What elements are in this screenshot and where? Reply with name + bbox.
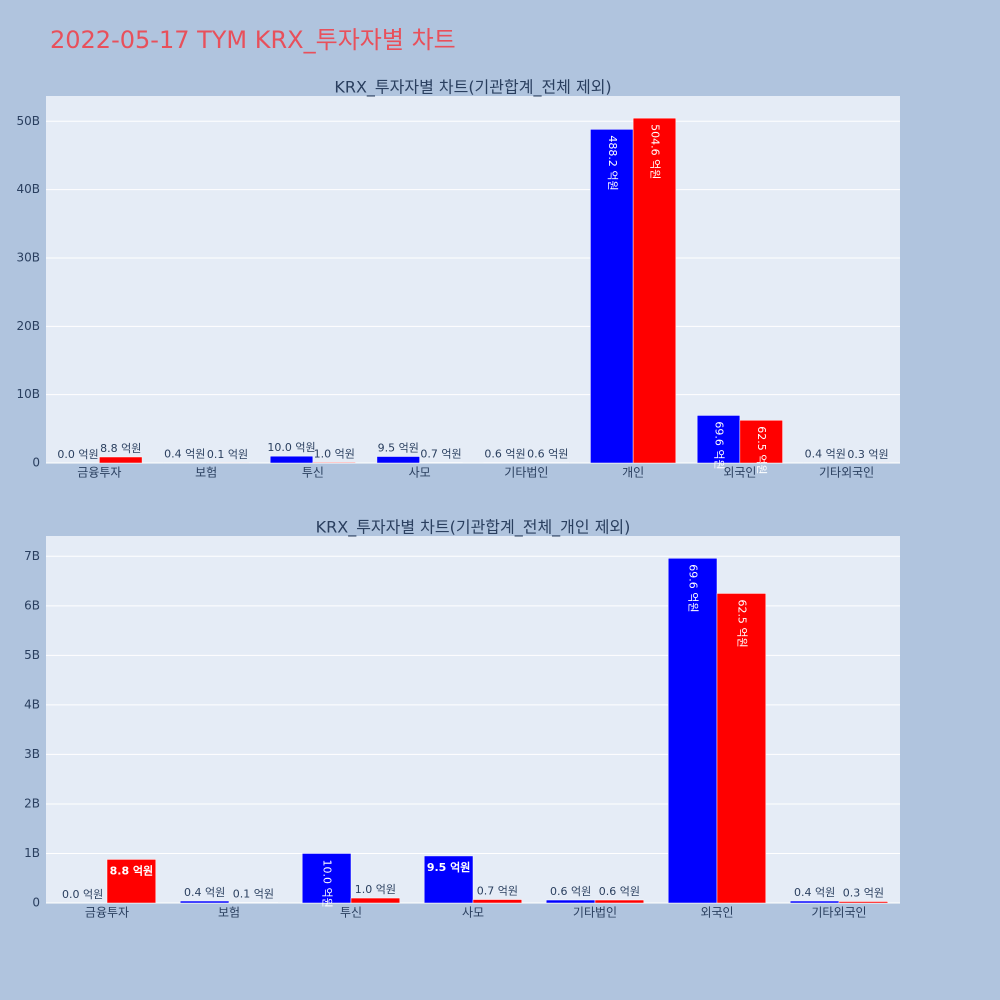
y-tick-label: 6B [24, 598, 40, 612]
bar [789, 900, 840, 904]
bar [838, 901, 889, 904]
y-tick-label: 30B [16, 250, 40, 264]
data-label: 0.6 억원 [599, 885, 640, 898]
y-tick-label: 5B [24, 648, 40, 662]
x-tick-label: 보험 [218, 906, 240, 920]
data-label: 504.6 억원 [648, 124, 661, 179]
data-label: 9.5 억원 [427, 860, 471, 874]
data-label: 0.3 억원 [847, 448, 888, 461]
data-label: 8.8 억원 [110, 863, 154, 877]
bar [301, 853, 352, 904]
bar [545, 899, 596, 904]
bar [632, 117, 677, 464]
y-tick-label: 20B [16, 319, 40, 333]
data-label: 0.3 억원 [843, 887, 884, 900]
plot-area [46, 96, 900, 463]
data-label: 8.8 억원 [100, 442, 141, 455]
data-label: 9.5 억원 [378, 442, 419, 455]
y-tick-label: 1B [24, 846, 40, 860]
x-tick-label: 보험 [195, 466, 217, 480]
data-label: 0.0 억원 [57, 448, 98, 461]
y-tick-label: 50B [16, 114, 40, 128]
bar [472, 899, 523, 904]
data-label: 1.0 억원 [355, 883, 396, 896]
data-label: 69.6 억원 [687, 564, 700, 612]
x-tick-label: 사모 [409, 466, 431, 480]
data-label: 0.6 억원 [527, 448, 568, 461]
data-label: 10.0 억원 [321, 859, 334, 907]
data-label: 488.2 억원 [606, 135, 619, 190]
bar [739, 420, 783, 464]
y-tick-label: 7B [24, 549, 40, 563]
bar [312, 462, 356, 464]
x-tick-label: 기타법인 [573, 906, 617, 920]
data-label: 0.1 억원 [207, 448, 248, 461]
bar [350, 897, 401, 904]
chart-title: KRX_투자자별 차트(기관합계_전체_개인 제외) [316, 518, 631, 538]
y-tick-label: 4B [24, 697, 40, 711]
x-tick-label: 금융투자 [77, 466, 121, 480]
bar [716, 593, 767, 904]
y-tick-label: 10B [16, 387, 40, 401]
data-label: 69.6 억원 [713, 421, 726, 469]
bar [376, 456, 420, 464]
y-tick-label: 2B [24, 796, 40, 810]
data-label: 10.0 억원 [267, 441, 315, 454]
x-tick-label: 외국인 [723, 466, 756, 480]
data-label: 0.6 억원 [484, 448, 525, 461]
data-label: 0.4 억원 [184, 886, 225, 899]
x-tick-label: 개인 [622, 466, 644, 480]
y-tick-label: 3B [24, 747, 40, 761]
data-label: 0.4 억원 [805, 448, 846, 461]
data-label: 0.4 억원 [794, 886, 835, 899]
y-tick-label: 0 [32, 456, 40, 470]
x-tick-label: 금융투자 [85, 906, 129, 920]
bar [106, 859, 157, 904]
data-label: 0.7 억원 [420, 448, 461, 461]
x-tick-label: 외국인 [700, 906, 733, 920]
data-label: 0.7 억원 [477, 885, 518, 898]
y-tick-label: 0 [32, 896, 40, 910]
data-label: 0.1 억원 [233, 888, 274, 901]
bar [179, 900, 230, 904]
data-label: 1.0 억원 [314, 447, 355, 460]
data-label: 0.6 억원 [550, 885, 591, 898]
bar [423, 855, 474, 904]
bar [269, 455, 314, 464]
x-tick-label: 기타법인 [504, 466, 548, 480]
plot-area [46, 536, 900, 903]
data-label: 0.4 억원 [164, 448, 205, 461]
data-label: 62.5 억원 [755, 426, 768, 474]
chart-title: KRX_투자자별 차트(기관합계_전체 제외) [334, 78, 611, 98]
page-title: 2022-05-17 TYM KRX_투자자별 차트 [50, 26, 456, 54]
bar [696, 415, 741, 464]
bar [594, 899, 645, 904]
x-tick-label: 기타외국인 [819, 466, 874, 480]
x-tick-label: 기타외국인 [811, 906, 866, 920]
data-label: 0.0 억원 [62, 888, 103, 901]
bar [667, 558, 718, 904]
x-tick-label: 사모 [462, 906, 484, 920]
x-tick-label: 투신 [340, 906, 362, 920]
data-label: 62.5 억원 [735, 599, 748, 647]
y-tick-label: 40B [16, 182, 40, 196]
x-tick-label: 투신 [302, 466, 324, 480]
bar [99, 456, 143, 464]
